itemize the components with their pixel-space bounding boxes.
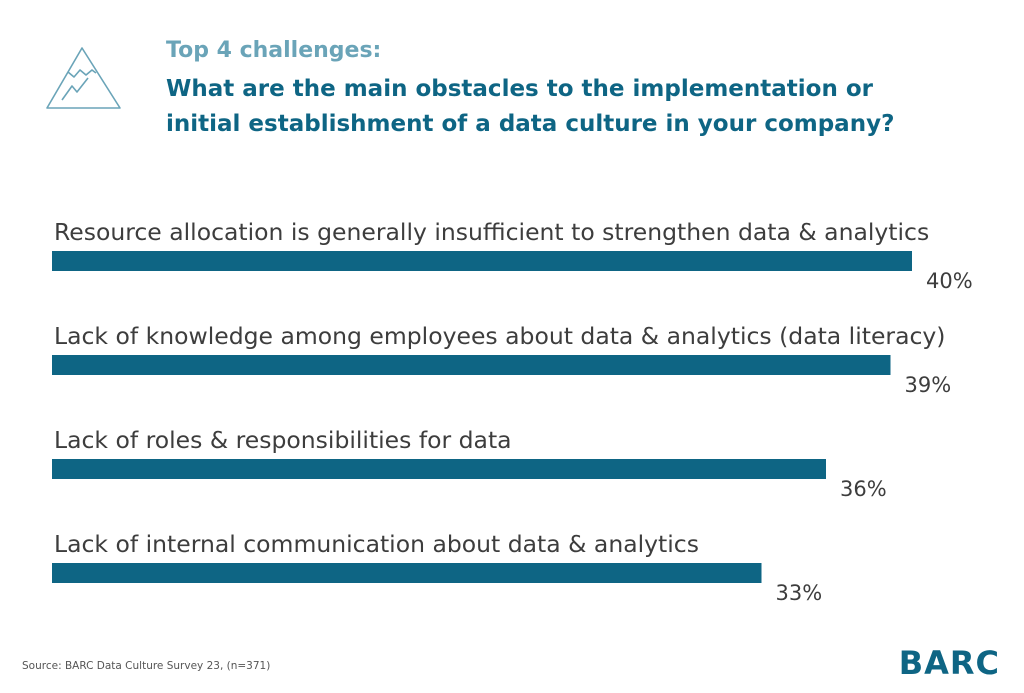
chart-title: What are the main obstacles to the imple… [166, 76, 895, 137]
bar [52, 251, 912, 271]
value-label: 39% [905, 373, 952, 397]
category-label: Lack of knowledge among employees about … [54, 322, 945, 350]
bar [52, 459, 826, 479]
source-note: Source: BARC Data Culture Survey 23, (n=… [22, 660, 271, 672]
barc-logo: BARC [898, 644, 1000, 682]
value-label: 36% [840, 477, 887, 501]
category-label: Resource allocation is generally insuffi… [54, 218, 929, 246]
mountain-icon [46, 47, 121, 109]
chart-subtitle: Top 4 challenges: [166, 38, 382, 63]
category-label: Lack of roles & responsibilities for dat… [54, 426, 512, 454]
value-label: 40% [926, 269, 973, 293]
category-label: Lack of internal communication about dat… [54, 530, 699, 558]
bar [52, 563, 762, 583]
bar [52, 355, 891, 375]
value-label: 33% [776, 581, 823, 605]
